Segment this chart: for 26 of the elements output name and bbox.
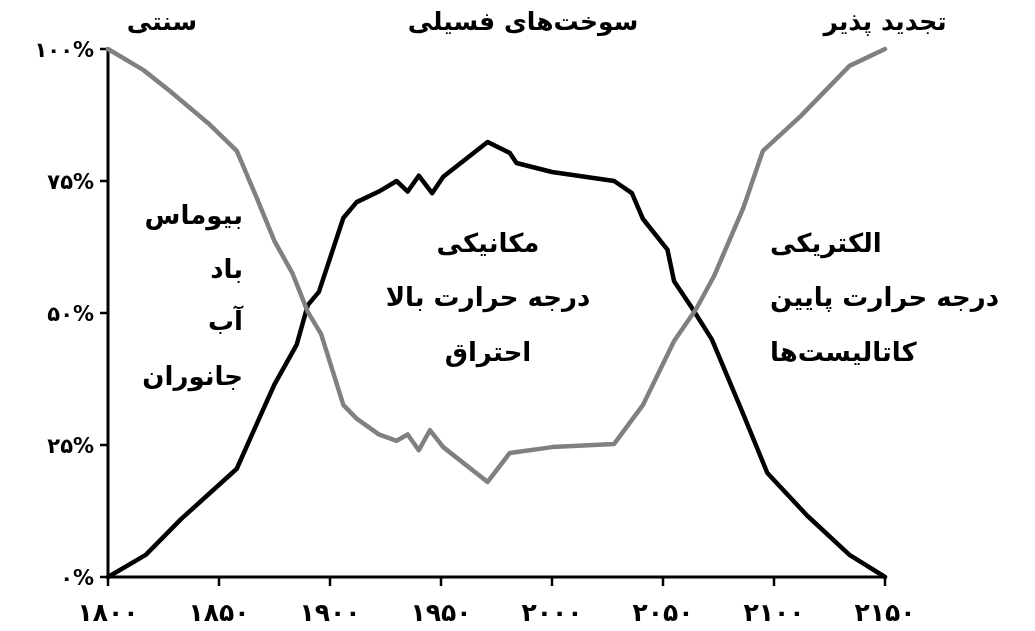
annotation: احتراق — [444, 337, 532, 368]
y-tick-label: ۰% — [60, 566, 94, 590]
annotation: درجه حرارت پایین — [770, 282, 1000, 313]
text: تجدید پذیر — [821, 7, 947, 37]
annotation: بیوماس — [144, 200, 243, 231]
x-tick-label: ۲۱۰۰ — [743, 598, 805, 627]
annotation: مکانیکی — [436, 228, 540, 258]
text: سنتی — [126, 7, 198, 36]
annotation: باد — [210, 254, 243, 284]
y-tick-label: ۲۵% — [47, 434, 94, 458]
x-tick-label: ۱۹۰۰ — [299, 598, 361, 627]
annotation: کاتالیست‌ها — [770, 337, 918, 367]
x-tick-label: ۲۰۵۰ — [632, 598, 694, 627]
x-tick-label: ۲۰۰۰ — [521, 598, 583, 627]
x-tick-label: ۱۹۵۰ — [410, 598, 472, 627]
annotation: جانوران — [142, 361, 243, 392]
annotation: الکتریکی — [770, 228, 882, 259]
y-tick-label: ۷۵% — [47, 170, 94, 194]
annotation: آب — [207, 305, 245, 336]
text: سوخت‌های فسیلی — [407, 7, 639, 37]
x-tick-label: ۲۱۵۰ — [854, 598, 916, 627]
annotation: درجه حرارت بالا — [385, 282, 591, 313]
y-tick-label: ۵۰% — [47, 302, 94, 326]
x-tick-label: ۱۸۵۰ — [188, 598, 250, 627]
x-tick-label: ۱۸۰۰ — [77, 598, 139, 627]
y-tick-label: ۱۰۰% — [34, 38, 94, 62]
